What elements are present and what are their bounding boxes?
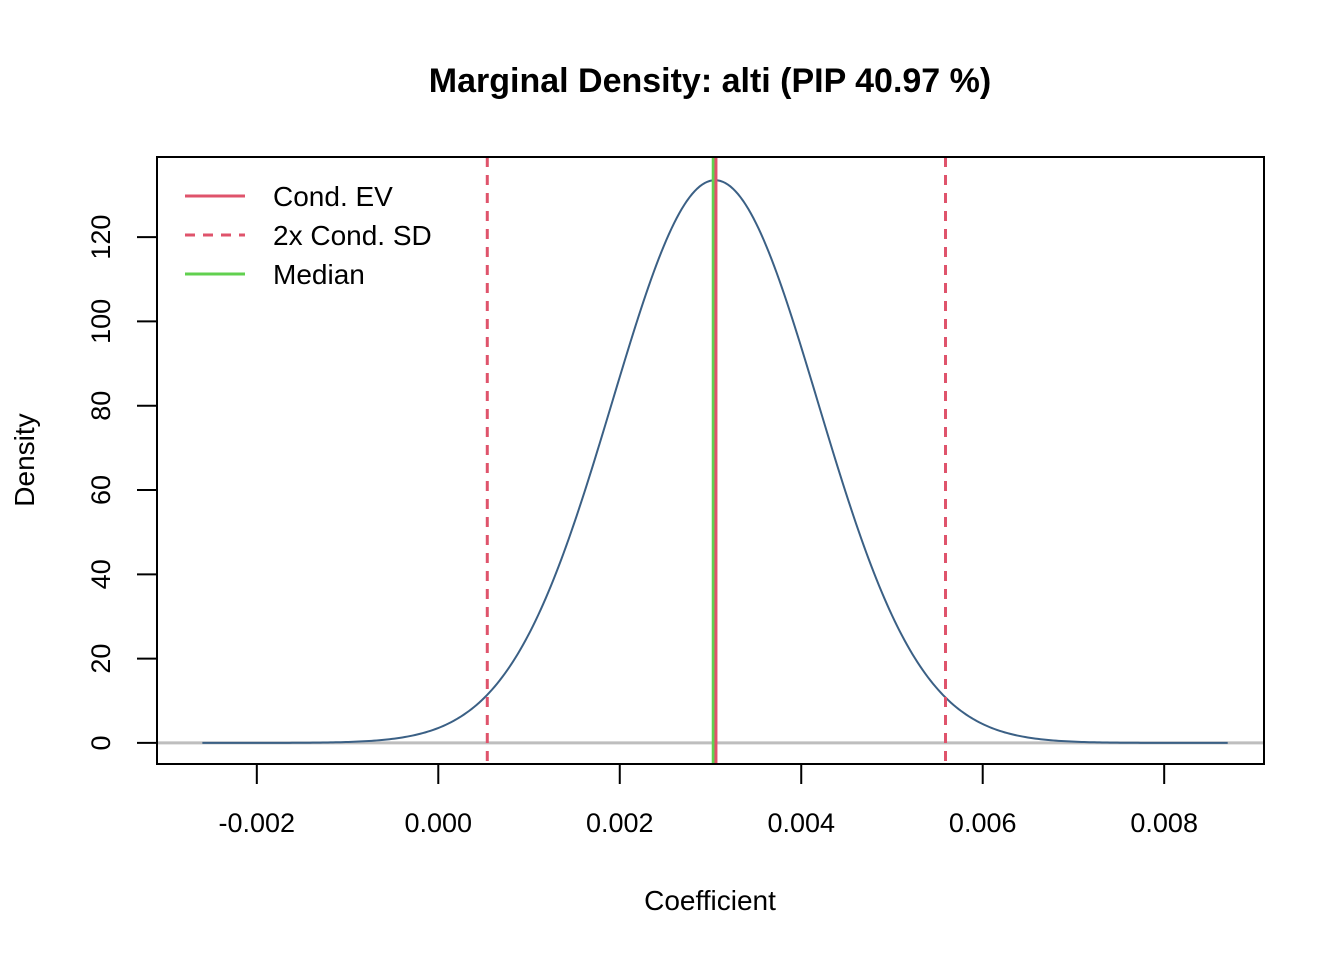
y-axis-label: Density [9, 413, 40, 506]
x-axis-label: Coefficient [644, 885, 776, 916]
plot-area [157, 157, 1264, 764]
legend-label: Cond. EV [273, 181, 393, 212]
y-tick-label: 20 [86, 644, 116, 674]
legend-label: 2x Cond. SD [273, 220, 432, 251]
x-tick-label: -0.002 [219, 808, 296, 838]
legend: Cond. EV 2x Cond. SD Median [185, 181, 432, 290]
x-tick-label: 0.004 [767, 808, 835, 838]
chart-title: Marginal Density: alti (PIP 40.97 %) [429, 62, 991, 100]
x-tick-label: 0.002 [586, 808, 654, 838]
legend-label: Median [273, 259, 365, 290]
y-tick-label: 120 [86, 215, 116, 260]
x-tick-label: 0.008 [1130, 808, 1198, 838]
x-tick-label: 0.006 [949, 808, 1017, 838]
y-tick-label: 0 [86, 735, 116, 750]
y-tick-label: 100 [86, 299, 116, 344]
y-axis: 0 20 40 60 80 100 120 [86, 215, 158, 750]
y-tick-label: 60 [86, 475, 116, 505]
x-tick-label: 0.000 [404, 808, 472, 838]
x-axis: -0.002 0.000 0.002 0.004 0.006 0.008 [219, 763, 1198, 838]
y-tick-label: 80 [86, 391, 116, 421]
y-tick-label: 40 [86, 559, 116, 589]
